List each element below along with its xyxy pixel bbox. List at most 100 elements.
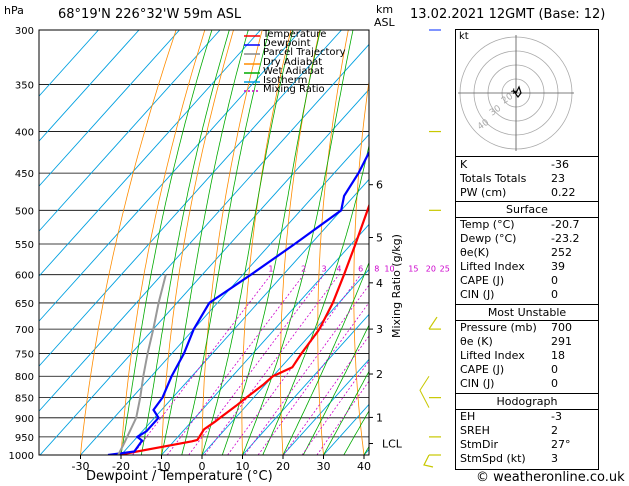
mixing-ratio-label: 8 [374,265,379,274]
dewpoint-profile [107,150,369,455]
credit-text: © weatheronline.co.uk [476,470,625,485]
wet-adiabat-line [221,30,321,455]
km-tick-label: 6 [376,179,383,192]
mixing-ratio-line [227,274,362,455]
pressure-tick-label: 450 [15,169,34,180]
hodograph-unit-label: kt [459,31,469,42]
wet-adiabat-line [181,30,270,455]
dry-adiabat-line [280,30,320,455]
mu-value: 18 [551,349,565,362]
isotherm-line [39,43,369,412]
isotherm-line [80,133,369,455]
mixing-ratio-label: 1 [268,265,273,274]
mu-label: Lifted Index [460,349,525,362]
km-unit-label: km [376,3,394,16]
legend-label: Mixing Ratio [263,84,325,96]
dry-adiabat-line [423,30,445,455]
hodograph-table-title: Hodograph [496,395,558,408]
legend-label: Dewpoint [263,38,311,50]
pressure-tick-label: 400 [15,128,34,139]
dry-adiabat-line [353,78,369,455]
surface-label: Dewp (°C) [460,232,517,245]
x-tick-label: 30 [317,460,331,473]
wet-adiabat-line [302,324,369,455]
indices-panel: K -36 Totals Totals 23 PW (cm) 0.22 [455,156,599,203]
isotherm-line [39,30,261,277]
most-unstable-panel: Most Unstable Pressure (mb) 700 θe (K) 2… [455,304,599,395]
surface-label: Temp (°C) [460,218,515,231]
mixing-ratio-axis-title: Mixing Ratio (g/kg) [390,234,403,338]
temperature-profile [117,202,369,455]
surface-value: 0 [551,288,558,301]
pressure-tick-label: 500 [15,206,34,217]
mixing-ratio-label: 20 [426,265,436,274]
legend-label: Temperature [263,29,327,40]
wind-barb [428,316,438,330]
x-tick-label: -20 [112,460,130,473]
pressure-tick-label: 600 [15,271,34,282]
legend-label: Isotherm [263,75,308,86]
wind-barb [423,454,434,468]
lcl-label: LCL [382,438,403,451]
x-tick-label: -10 [153,460,171,473]
hodo-value: 2 [551,424,558,437]
pressure-tick-label: 950 [15,433,34,444]
km-tick-label: 3 [376,323,383,336]
wind-barb [419,375,430,408]
surface-panel: Surface Temp (°C) -20.7 Dewp (°C) -23.2 … [455,201,599,306]
legend-swatch [244,81,260,83]
surface-value: 39 [551,260,565,273]
isotherm-line [242,313,369,455]
wet-adiabat-line [120,30,213,455]
mixing-ratio-line [244,284,369,455]
isotherm-line [161,223,369,455]
mixing-ratio-label: 3 [321,265,326,274]
surface-value: 252 [551,246,572,259]
hodograph-table: Hodograph EH -3 SREH 2 StmDir 27° StmSpd… [455,393,599,470]
hodo-value: 3 [551,452,558,465]
isotherm-line [39,30,140,142]
datetime-title: 13.02.2021 12GMT (Base: 12) [410,7,606,22]
hodo-value: 27° [551,438,571,451]
dry-adiabat-line [120,30,206,455]
plot-frame [38,29,370,456]
isotherm-line [39,88,369,455]
hodo-label: EH [460,410,476,423]
surface-label: CIN (J) [460,288,495,301]
hodograph-ring-label: 40 [476,118,491,133]
dry-adiabat-line [161,30,234,455]
pressure-tick-label: 750 [15,349,34,360]
mu-label: CAPE (J) [460,363,505,376]
x-tick-label: 20 [276,460,290,473]
pressure-tick-label: 850 [15,394,34,405]
pressure-unit-label: hPa [4,4,24,17]
dry-adiabat-line [241,30,292,455]
index-value: -36 [551,158,569,171]
mixing-ratio-line [283,335,369,455]
mu-label: CIN (J) [460,377,495,390]
surface-value: -20.7 [551,218,580,231]
wet-adiabat-line [140,30,230,455]
wet-adiabat-line [242,30,354,455]
wet-adiabat-line [201,30,294,455]
isotherm-line [39,30,302,322]
surface-title: Surface [506,203,548,216]
isotherm-line [201,268,369,455]
mu-label: Pressure (mb) [460,321,537,334]
x-tick-label: 0 [199,460,206,473]
pressure-tick-label: 800 [15,372,34,383]
index-label: K [460,158,468,171]
index-label: PW (cm) [460,186,507,199]
x-tick-label: -30 [72,460,90,473]
mixing-ratio-line [257,301,369,455]
pressure-tick-label: 650 [15,299,34,310]
index-value: 23 [551,172,565,185]
mixing-ratio-label: 6 [358,265,363,274]
storm-motion-marker: + [510,87,518,97]
hodo-label: StmSpd (kt) [460,452,526,465]
mixing-ratio-label: 10 [384,265,394,274]
surface-label: θe(K) [460,246,490,259]
pressure-tick-label: 550 [15,240,34,251]
hodograph: kt 20 30 40 + [455,29,599,158]
x-tick-label: 10 [236,460,250,473]
